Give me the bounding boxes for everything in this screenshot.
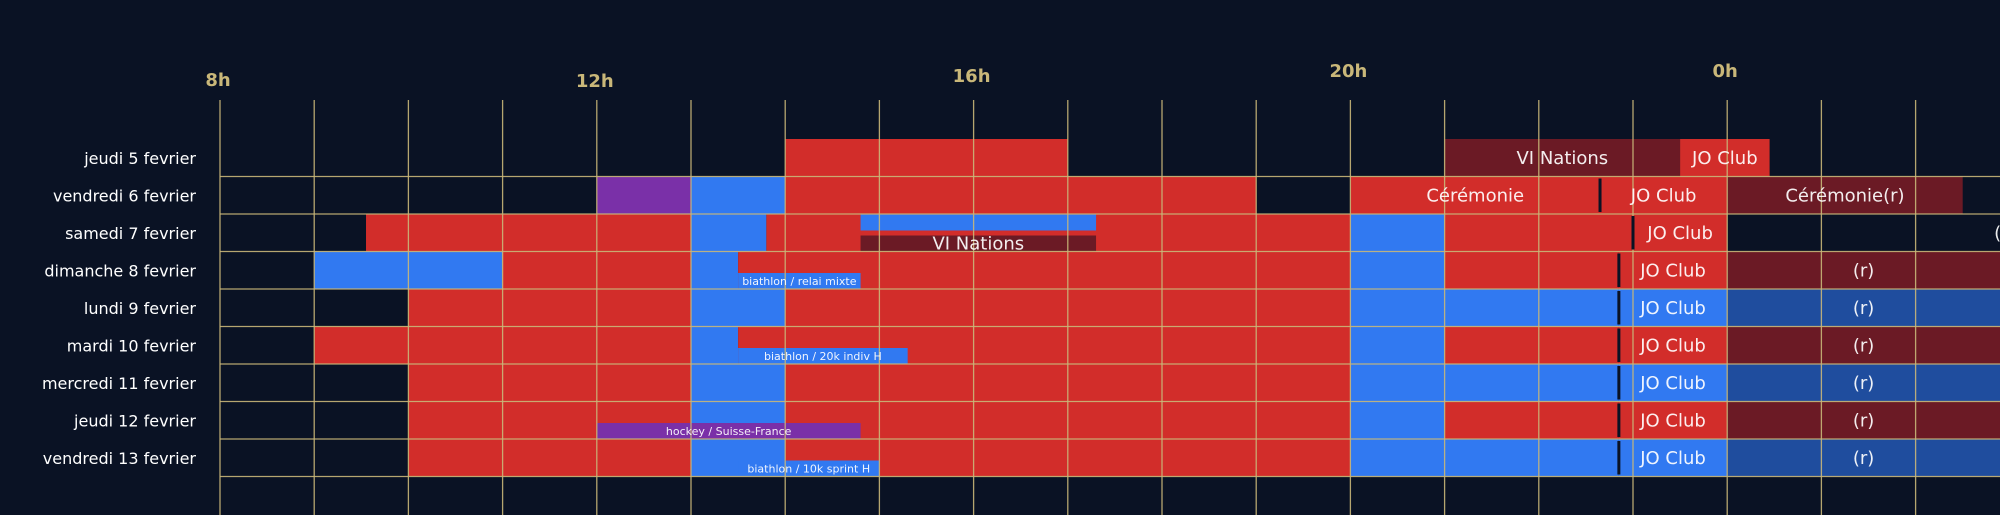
segment-bar: [408, 439, 691, 477]
segment-label: Cérémonie(r): [1785, 185, 1904, 206]
segment-bar: [691, 326, 739, 364]
overlay-label: hockey / Suisse-France: [666, 425, 792, 438]
overlay-bar: [738, 273, 861, 289]
overlay-bar: [738, 348, 908, 364]
overlay-label: biathlon / 20k indiv H: [764, 350, 882, 363]
hour-label: 20h: [1329, 61, 1367, 82]
segment-bar: [1350, 214, 1445, 252]
segment-bar: [1727, 251, 2000, 289]
segment-bar: [1618, 289, 1728, 327]
overlay-bar: [860, 214, 1097, 231]
segment-bar: [691, 251, 739, 289]
segment-bar: [1727, 439, 2000, 477]
segment-label: (r): [1853, 373, 1874, 394]
segment-bar: [1350, 401, 1445, 439]
segment-bar: [1618, 364, 1728, 402]
segment-bar: [1350, 364, 1619, 402]
overlay-bar: [860, 235, 1097, 252]
segment-label: JO Club: [1639, 373, 1706, 394]
segment-label: (r): [1853, 335, 1874, 356]
segment-label: (r): [1994, 223, 2000, 244]
segment-bar: [1444, 326, 1619, 364]
segment-bar: [1444, 251, 1619, 289]
day-label: mercredi 11 fevrier: [42, 374, 196, 393]
day-label: jeudi 5 fevrier: [83, 149, 196, 168]
segment-bar: [1618, 326, 1728, 364]
segment-bar: [1350, 176, 1601, 214]
segment-bar: [366, 214, 691, 252]
day-label: samedi 7 fevrier: [65, 224, 196, 243]
hour-label: 0h: [1713, 61, 1738, 82]
segment-bar: [1618, 251, 1728, 289]
segment-bar: [596, 176, 691, 214]
segment-bar: [1727, 289, 2000, 327]
day-label: vendredi 13 fevrier: [43, 449, 197, 468]
segment-bar: [1350, 326, 1445, 364]
segment-bar: [1633, 214, 1728, 252]
segment-label: JO Club: [1691, 148, 1758, 169]
segment-bar: [1350, 439, 1619, 477]
segment-label: JO Club: [1639, 260, 1706, 281]
segment-label: VI Nations: [1516, 148, 1608, 169]
day-label: jeudi 12 fevrier: [73, 411, 196, 430]
segment-bar: [1727, 176, 1963, 214]
segment-bar: [691, 364, 786, 402]
day-label: dimanche 8 fevrier: [44, 261, 196, 280]
segment-bar: [1727, 326, 2000, 364]
segment-bar: [1680, 139, 1770, 177]
segment-bar: [408, 289, 691, 327]
hour-label: 12h: [576, 71, 614, 92]
segment-bar: [691, 214, 767, 252]
segment-label: Cérémonie: [1426, 185, 1524, 206]
segment-bar: [1727, 364, 2000, 402]
segment-bar: [785, 176, 1257, 214]
segment-label: JO Club: [1646, 223, 1713, 244]
segment-label: (r): [1853, 260, 1874, 281]
segment-bar: [691, 176, 786, 214]
hour-label: 16h: [953, 66, 991, 87]
segment-label: JO Club: [1639, 448, 1706, 469]
overlay-label: biathlon / 10k sprint H: [747, 463, 870, 476]
day-label: mardi 10 fevrier: [67, 336, 197, 355]
segment-label: (r): [1853, 298, 1874, 319]
segment-bar: [1727, 401, 2000, 439]
segment-label: JO Club: [1639, 410, 1706, 431]
overlay-bar: [596, 423, 861, 439]
segment-bar: [1350, 289, 1619, 327]
segment-bar: [785, 139, 1068, 177]
segment-bar: [1618, 439, 1728, 477]
segment-label: JO Club: [1639, 298, 1706, 319]
overlay-label: biathlon / relai mixte: [742, 275, 857, 288]
day-label: lundi 9 fevrier: [84, 299, 196, 318]
segment-label: JO Club: [1639, 335, 1706, 356]
segment-label: (r): [1853, 448, 1874, 469]
segment-bar: [1444, 401, 1619, 439]
segment-label: JO Club: [1630, 185, 1697, 206]
segment-bar: [691, 289, 786, 327]
segment-bar: [1618, 401, 1728, 439]
segment-bar: [1600, 176, 1728, 214]
overlay-bar: [738, 460, 880, 477]
hour-label: 8h: [205, 70, 230, 91]
segment-bar: [1444, 139, 1681, 177]
segment-bar: [408, 364, 691, 402]
overlay-label: VI Nations: [932, 234, 1024, 255]
segment-bar: [1350, 251, 1445, 289]
segment-label: (r): [1853, 410, 1874, 431]
day-label: vendredi 6 fevrier: [53, 186, 196, 205]
